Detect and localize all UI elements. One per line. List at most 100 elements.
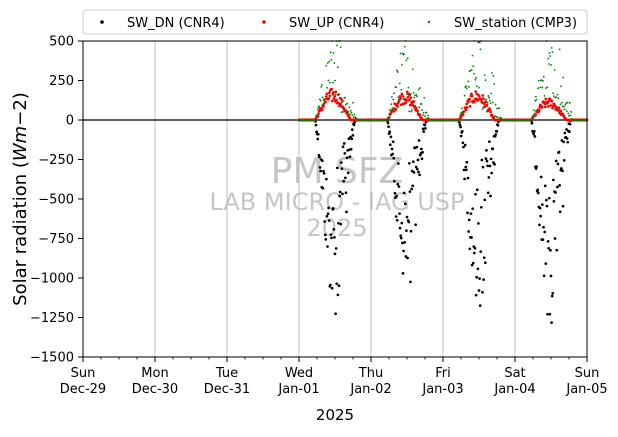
data-point <box>422 111 425 114</box>
data-point <box>408 103 412 107</box>
data-point <box>563 131 567 135</box>
data-point <box>327 97 330 100</box>
data-point <box>488 96 490 99</box>
data-point <box>566 101 569 104</box>
data-point <box>535 165 538 169</box>
data-point <box>459 125 462 129</box>
data-point <box>335 166 339 170</box>
x-tick-label-date: Jan-02 <box>349 382 391 397</box>
data-point <box>421 150 424 154</box>
data-point <box>535 98 538 101</box>
data-point <box>315 130 318 134</box>
data-point <box>548 312 552 316</box>
data-point <box>316 115 318 118</box>
data-point <box>536 188 540 192</box>
data-point <box>325 64 328 67</box>
data-point <box>460 130 464 133</box>
data-point <box>408 110 411 113</box>
data-point <box>560 101 563 104</box>
data-point <box>398 99 400 102</box>
data-point <box>341 145 345 149</box>
data-point <box>353 113 356 116</box>
data-point <box>329 283 332 287</box>
data-point <box>336 293 340 297</box>
data-point <box>553 69 556 72</box>
y-tick-label: 500 <box>49 35 74 50</box>
data-point <box>347 111 350 113</box>
data-point <box>319 169 322 173</box>
data-point <box>493 118 497 122</box>
data-point <box>396 69 398 72</box>
data-point <box>543 230 547 234</box>
data-point <box>407 220 411 224</box>
data-point <box>338 190 342 194</box>
x-tick-label-date: Jan-05 <box>565 382 607 397</box>
data-point <box>416 111 419 114</box>
data-point <box>317 112 320 116</box>
data-point <box>477 222 480 225</box>
data-point <box>485 159 489 163</box>
data-point <box>334 247 338 250</box>
data-point <box>538 206 542 210</box>
data-point <box>537 109 541 112</box>
data-point <box>401 52 404 55</box>
data-point <box>461 141 465 145</box>
data-point <box>468 98 471 101</box>
data-point <box>322 98 325 101</box>
data-point <box>549 55 552 57</box>
data-point <box>543 184 547 188</box>
data-point <box>404 255 408 258</box>
data-point <box>414 165 418 169</box>
data-point <box>352 116 355 119</box>
data-point <box>542 225 545 229</box>
legend-label: SW_UP (CNR4) <box>289 16 384 31</box>
x-tick-label-day: Sun <box>71 366 96 381</box>
data-point <box>554 159 558 163</box>
data-point <box>340 111 343 114</box>
data-point <box>399 52 402 55</box>
data-point <box>470 69 473 71</box>
data-point <box>549 248 552 252</box>
data-point <box>398 212 401 215</box>
data-point <box>486 101 489 104</box>
data-point <box>488 99 491 102</box>
data-point <box>561 204 565 208</box>
x-tick-label-date: Dec-31 <box>204 382 250 397</box>
data-point <box>543 94 546 97</box>
data-point <box>349 113 352 116</box>
data-point <box>474 293 478 297</box>
data-point <box>484 100 488 104</box>
data-point <box>342 107 345 110</box>
data-point <box>324 97 327 100</box>
data-point <box>465 87 468 90</box>
data-point <box>500 117 503 120</box>
x-tick-label-date: Jan-04 <box>493 382 535 397</box>
data-point <box>342 142 346 145</box>
data-point <box>416 167 419 171</box>
data-point <box>342 179 345 183</box>
data-point <box>557 150 561 154</box>
data-point <box>568 101 571 104</box>
data-point <box>326 86 328 89</box>
data-point <box>403 241 407 244</box>
data-point <box>534 95 537 98</box>
data-point <box>324 95 328 98</box>
data-point <box>491 147 495 151</box>
data-point <box>478 304 482 307</box>
data-point <box>341 101 344 104</box>
data-point <box>348 106 351 109</box>
data-point <box>332 52 335 54</box>
data-point <box>556 162 560 166</box>
data-point <box>421 118 425 122</box>
data-point <box>487 176 491 179</box>
data-point <box>393 92 395 95</box>
data-point <box>477 41 480 44</box>
x-tick-label-date: Dec-29 <box>60 382 106 397</box>
data-point <box>493 83 496 85</box>
data-point <box>545 204 549 208</box>
data-point <box>406 95 410 99</box>
data-point <box>318 105 321 108</box>
data-point <box>398 226 402 230</box>
data-point <box>421 114 424 117</box>
data-point <box>395 218 399 222</box>
